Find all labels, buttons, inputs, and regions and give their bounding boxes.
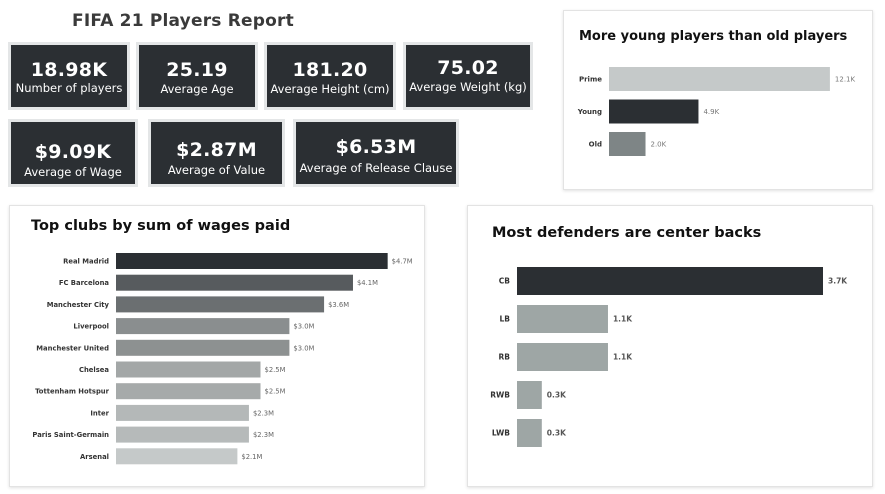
category-label: Tottenham Hotspur: [35, 388, 110, 396]
category-label: Young: [577, 108, 602, 116]
bar[interactable]: [517, 381, 542, 409]
kpi-value: 75.02: [437, 57, 499, 79]
data-label: $2.3M: [253, 431, 274, 439]
bar[interactable]: [116, 448, 238, 465]
bar[interactable]: [116, 274, 353, 291]
kpi-label: Average of Release Clause: [299, 161, 453, 175]
category-label: FC Barcelona: [59, 279, 110, 287]
kpi-card-average-wage[interactable]: $9.09K Average of Wage: [11, 122, 135, 184]
data-label: $3.0M: [293, 344, 314, 352]
bar[interactable]: [116, 404, 249, 421]
defender-positions-chart-card[interactable]: Most defenders are center backs CB 3.7K LB…: [467, 205, 873, 487]
bar[interactable]: [609, 67, 830, 91]
category-label: Old: [589, 141, 602, 149]
kpi-label: Average of Wage: [24, 165, 122, 179]
category-label: Prime: [579, 76, 602, 84]
kpi-label: Number of players: [15, 81, 123, 95]
bar[interactable]: [116, 318, 290, 335]
data-label: 12.1K: [835, 76, 856, 84]
kpi-value: $6.53M: [335, 136, 417, 158]
bar[interactable]: [116, 253, 388, 269]
category-label: Arsenal: [80, 453, 109, 461]
category-label: Paris Saint-Germain: [32, 431, 109, 439]
defender-positions-bar-chart: CB 3.7K LB 1.1K RB 1.1K RWB 0.3K LWB 0.3K: [490, 267, 848, 447]
kpi-card-average-age[interactable]: 25.19 Average Age: [139, 45, 255, 107]
kpi-card-number-of-players[interactable]: 18.98K Number of players: [11, 45, 127, 107]
data-label: $3.0M: [293, 323, 314, 331]
kpi-value: 18.98K: [30, 59, 108, 81]
bar[interactable]: [609, 132, 646, 156]
bar[interactable]: [116, 426, 249, 443]
data-label: $4.1M: [357, 279, 378, 287]
data-label: 2.0K: [651, 141, 667, 149]
club-wages-chart-card[interactable]: Top clubs by sum of wages paid Real Madr…: [9, 205, 425, 487]
chart-title: More young players than old players: [579, 29, 848, 44]
data-label: 1.1K: [613, 353, 633, 362]
kpi-value: 181.20: [292, 59, 368, 81]
age-groups-chart-card[interactable]: More young players than old players Prim…: [563, 10, 873, 190]
category-label: LWB: [492, 429, 510, 438]
category-label: RB: [499, 353, 511, 362]
kpi-label: Average of Value: [167, 163, 266, 177]
data-label: 3.7K: [828, 277, 848, 286]
report-title: FIFA 21 Players Report: [72, 11, 294, 31]
data-label: $3.6M: [328, 301, 349, 309]
bar[interactable]: [517, 267, 823, 295]
bar[interactable]: [116, 383, 261, 400]
category-label: RWB: [490, 391, 510, 400]
bar[interactable]: [517, 419, 542, 447]
data-label: $4.7M: [392, 258, 413, 266]
category-label: Manchester City: [47, 301, 110, 309]
data-label: 0.3K: [547, 391, 567, 400]
kpi-label: Average Age: [160, 82, 234, 96]
category-label: CB: [499, 277, 511, 286]
club-wages-bar-chart: Real Madrid $4.7M FC Barcelona $4.1M Manches…: [32, 253, 413, 465]
kpi-value: 25.19: [166, 59, 228, 81]
data-label: $2.3M: [253, 409, 274, 417]
kpi-value: $9.09K: [34, 141, 112, 163]
kpi-card-average-height[interactable]: 181.20 Average Height (cm): [267, 45, 393, 107]
category-label: Manchester United: [36, 344, 109, 352]
category-label: Chelsea: [79, 366, 109, 374]
data-label: $2.5M: [265, 366, 286, 374]
category-label: Real Madrid: [63, 258, 109, 266]
data-label: 0.3K: [547, 429, 567, 438]
age-groups-bar-chart: Prime 12.1K Young 4.9K Old 2.0K: [577, 67, 856, 156]
data-label: $2.5M: [265, 388, 286, 396]
bar[interactable]: [517, 343, 608, 371]
bar[interactable]: [609, 99, 699, 124]
kpi-card-average-release-clause[interactable]: $6.53M Average of Release Clause: [296, 122, 456, 184]
chart-title: Top clubs by sum of wages paid: [31, 218, 291, 234]
kpi-card-average-value[interactable]: $2.87M Average of Value: [151, 122, 282, 184]
data-label: 1.1K: [613, 315, 633, 324]
category-label: Liverpool: [73, 323, 109, 331]
data-label: $2.1M: [241, 453, 262, 461]
bar[interactable]: [116, 339, 290, 356]
bar[interactable]: [517, 305, 608, 333]
kpi-label: Average Height (cm): [270, 82, 390, 96]
category-label: LB: [500, 315, 511, 324]
data-label: 4.9K: [703, 108, 719, 116]
kpi-value: $2.87M: [176, 139, 257, 161]
kpi-card-average-weight[interactable]: 75.02 Average Weight (kg): [406, 45, 530, 107]
bar[interactable]: [116, 296, 325, 313]
chart-title: Most defenders are center backs: [492, 225, 762, 241]
category-label: Inter: [90, 409, 109, 417]
kpi-label: Average Weight (kg): [409, 80, 527, 94]
bar[interactable]: [116, 361, 261, 378]
